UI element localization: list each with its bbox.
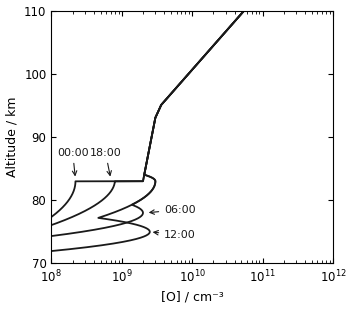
Text: 06:00: 06:00 (150, 205, 196, 215)
Text: 12:00: 12:00 (154, 230, 196, 240)
Text: 18:00: 18:00 (90, 148, 121, 176)
Y-axis label: Altitude / km: Altitude / km (6, 97, 19, 177)
Text: 00:00: 00:00 (57, 148, 89, 175)
X-axis label: [O] / cm⁻³: [O] / cm⁻³ (161, 290, 224, 303)
